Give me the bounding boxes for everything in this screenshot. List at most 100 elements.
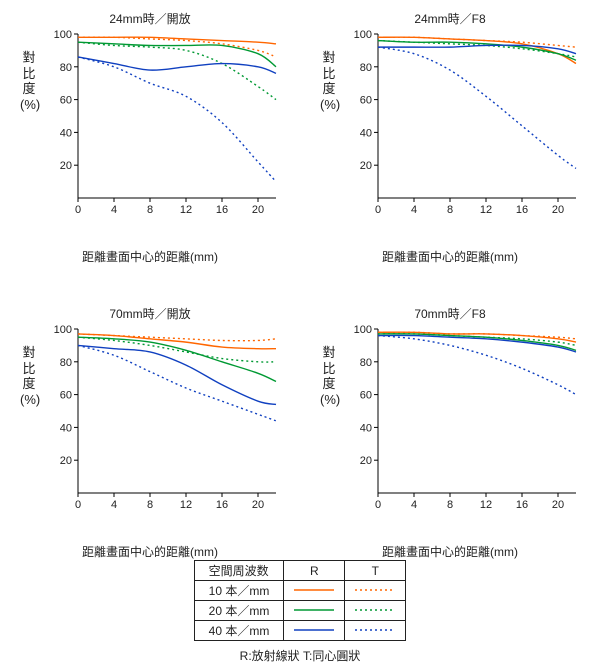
y-tick-label: 60 (360, 390, 372, 402)
x-tick-label: 8 (147, 499, 153, 511)
x-tick-label: 20 (552, 499, 564, 511)
panel-title: 24mm時／F8 (310, 10, 590, 27)
x-tick-label: 4 (411, 499, 417, 511)
legend-swatch-icon (353, 625, 397, 635)
x-tick-label: 20 (552, 204, 564, 216)
x-tick-label: 12 (480, 204, 492, 216)
series-r40_T (378, 47, 576, 168)
x-tick-label: 20 (252, 204, 264, 216)
y-tick-label: 100 (354, 324, 372, 336)
legend-swatch-icon (292, 605, 336, 615)
y-tick-label: 20 (360, 455, 372, 467)
chart-svg: 20 40 60 80 100 0 4 8 12 16 20 (350, 323, 580, 513)
series-r10_R (378, 37, 576, 63)
y-tick-label: 60 (360, 95, 372, 107)
axes (378, 329, 576, 493)
legend-header-row: 空間周波数RT (194, 561, 406, 581)
x-tick-label: 16 (216, 204, 228, 216)
series-r40_T (378, 336, 576, 395)
legend-label: 10 本／mm (194, 581, 284, 601)
chart-grid: 24mm時／開放對比度(%)20406080100048121620距離畫面中心… (0, 10, 600, 560)
y-axis-label: 對比度(%) (320, 345, 338, 407)
series-r20_R (378, 334, 576, 351)
series-r40_R (78, 345, 276, 404)
legend-table: 空間周波数RT10 本／mm20 本／mm40 本／mm (194, 560, 407, 641)
chart-panel: 24mm時／F8 對比度(%) 20 40 60 80 100 0 4 8 12 16 20 距離畫面中心… (310, 10, 590, 265)
x-tick-label: 12 (180, 204, 192, 216)
chart-panel: 24mm時／開放對比度(%)20406080100048121620距離畫面中心… (10, 10, 290, 265)
series-r10_R (78, 334, 276, 349)
y-tick-label: 100 (354, 29, 372, 41)
y-tick-label: 40 (60, 422, 72, 434)
x-tick-label: 4 (111, 204, 117, 216)
x-tick-label: 16 (516, 204, 528, 216)
chart-panel: 70mm時／F8 對比度(%) 20 40 60 80 100 0 4 8 12 16 20 距離畫面中心… (310, 305, 590, 560)
panel-title: 70mm時／F8 (310, 305, 590, 322)
x-tick-label: 12 (480, 499, 492, 511)
y-axis-label: 對比度(%) (320, 50, 338, 112)
legend-swatch-r (284, 581, 345, 601)
x-tick-label: 16 (216, 499, 228, 511)
series-r20_T (78, 42, 276, 99)
legend-swatch-icon (292, 625, 336, 635)
y-tick-label: 60 (60, 95, 72, 107)
legend-header-cell: 空間周波数 (194, 561, 284, 581)
panel-title: 24mm時／開放 (10, 10, 290, 27)
y-tick-label: 60 (60, 390, 72, 402)
y-tick-label: 80 (60, 62, 72, 74)
legend-row: 10 本／mm (194, 581, 406, 601)
y-axis-label: 對比度(%) (20, 50, 38, 112)
y-tick-label: 80 (360, 357, 372, 369)
series-r40_T (78, 345, 276, 420)
y-tick-label: 80 (360, 62, 372, 74)
y-tick-label: 100 (54, 324, 72, 336)
x-tick-label: 4 (411, 204, 417, 216)
legend-label: 20 本／mm (194, 601, 284, 621)
legend-footnote: R:放射線狀 T:同心圓狀 (0, 647, 600, 664)
chart-svg: 20 40 60 80 100 0 4 8 12 16 20 (350, 28, 580, 218)
legend-row: 20 本／mm (194, 601, 406, 621)
legend-area: 空間周波数RT10 本／mm20 本／mm40 本／mm R:放射線狀 T:同心… (0, 560, 600, 664)
legend-swatch-t (345, 601, 406, 621)
series-r20_R (78, 337, 276, 381)
legend-swatch-icon (353, 585, 397, 595)
chart-svg: 20 40 60 80 100 0 4 8 12 16 20 (50, 323, 280, 513)
x-tick-label: 0 (75, 499, 81, 511)
series-r10_T (78, 37, 276, 57)
y-tick-label: 20 (60, 455, 72, 467)
x-tick-label: 8 (147, 204, 153, 216)
x-axis-label: 距離畫面中心的距離(mm) (310, 543, 590, 560)
y-tick-label: 20 (360, 160, 372, 172)
x-tick-label: 0 (375, 204, 381, 216)
x-tick-label: 12 (180, 499, 192, 511)
legend-swatch-icon (292, 585, 336, 595)
x-tick-label: 8 (447, 499, 453, 511)
legend-swatch-t (345, 581, 406, 601)
series-r10_R (78, 37, 276, 44)
x-tick-label: 20 (252, 499, 264, 511)
x-axis-label: 距離畫面中心的距離(mm) (310, 248, 590, 265)
x-tick-label: 8 (447, 204, 453, 216)
x-axis-label: 距離畫面中心的距離(mm) (10, 543, 290, 560)
panel-title: 70mm時／開放 (10, 305, 290, 322)
x-tick-label: 4 (111, 499, 117, 511)
y-tick-label: 40 (60, 127, 72, 139)
y-tick-label: 40 (360, 127, 372, 139)
y-tick-label: 80 (60, 357, 72, 369)
x-tick-label: 0 (75, 204, 81, 216)
x-tick-label: 0 (375, 499, 381, 511)
axes (378, 34, 576, 198)
legend-header-cell: T (345, 561, 406, 581)
chart-panel: 70mm時／開放對比度(%) 20 40 60 80 100 0 4 8 12 16 20 距離畫面中心… (10, 305, 290, 560)
y-axis-label: 對比度(%) (20, 345, 38, 407)
series-r20_R (78, 42, 276, 67)
legend-swatch-r (284, 601, 345, 621)
x-tick-label: 16 (516, 499, 528, 511)
series-r40_T (78, 57, 276, 182)
legend-swatch-icon (353, 605, 397, 615)
x-axis-label: 距離畫面中心的距離(mm) (10, 248, 290, 265)
y-tick-label: 40 (360, 422, 372, 434)
legend-header-cell: R (284, 561, 345, 581)
chart-svg: 20406080100048121620 (50, 28, 280, 218)
axes (78, 34, 276, 198)
